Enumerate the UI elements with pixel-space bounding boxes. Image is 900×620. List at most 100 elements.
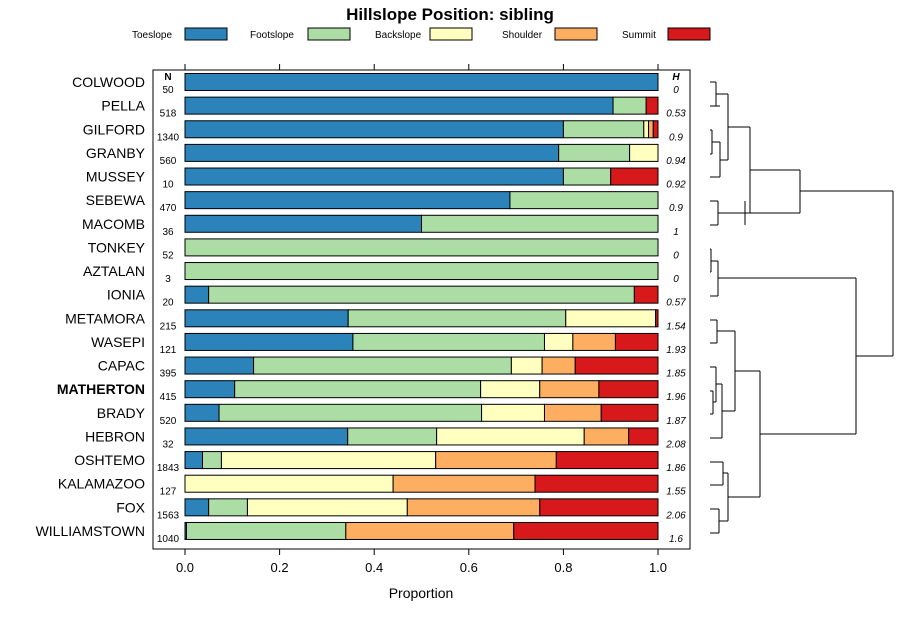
bar-segment-tonkey-footslope bbox=[184, 238, 659, 257]
bar-segment-williamstown-summit bbox=[513, 521, 659, 540]
row-label-granby: GRANBY bbox=[86, 145, 146, 161]
bar-segment-kalamazoo-summit bbox=[534, 474, 659, 493]
bar-segment-matherton-backslope bbox=[480, 380, 541, 399]
row-label-oshtemo: OSHTEMO bbox=[74, 452, 145, 468]
legend-swatch-footslope bbox=[307, 27, 351, 41]
n-value-ionia: 20 bbox=[162, 298, 174, 309]
h-value-sebewa: 0.9 bbox=[669, 203, 683, 214]
bar-segment-ionia-footslope bbox=[208, 285, 635, 304]
bar-segment-gilford-shoulder bbox=[648, 120, 654, 139]
row-label-ionia: IONIA bbox=[107, 287, 146, 303]
n-value-oshtemo: 1843 bbox=[157, 463, 180, 474]
row-label-hebron: HEBRON bbox=[85, 428, 145, 444]
bar-segment-sebewa-footslope bbox=[509, 191, 659, 210]
bar-segment-metamora-footslope bbox=[347, 309, 567, 328]
bar-segment-mussey-toeslope bbox=[184, 167, 564, 186]
legend-label-toeslope: Toeslope bbox=[132, 30, 172, 41]
bar-segment-fox-summit bbox=[539, 498, 659, 517]
legend: Toeslope Footslope Backslope Shoulder Summit bbox=[132, 27, 711, 41]
bar-segment-hebron-summit bbox=[628, 427, 659, 446]
bar-segment-pella-footslope bbox=[612, 96, 647, 115]
h-value-metamora: 1.54 bbox=[666, 321, 686, 332]
legend-label-backslope: Backslope bbox=[375, 30, 422, 41]
legend-swatch-summit bbox=[667, 27, 711, 41]
bar-segment-fox-toeslope bbox=[184, 498, 210, 517]
legend-swatch-toeslope bbox=[184, 27, 228, 41]
bar-segment-macomb-footslope bbox=[421, 214, 659, 233]
x-tick-label-0-8: 0.8 bbox=[554, 560, 572, 575]
row-label-fox: FOX bbox=[116, 499, 145, 515]
legend-label-footslope: Footslope bbox=[250, 30, 294, 41]
n-header: N bbox=[164, 72, 171, 83]
n-value-macomb: 36 bbox=[162, 227, 174, 238]
h-value-williamstown: 1.6 bbox=[669, 534, 683, 545]
bar-segment-granby-toeslope bbox=[184, 143, 560, 162]
x-tick-label-0-6: 0.6 bbox=[460, 560, 478, 575]
bar-segment-metamora-summit bbox=[655, 309, 659, 328]
h-value-matherton: 1.96 bbox=[666, 392, 686, 403]
h-value-wasepi: 1.93 bbox=[666, 345, 686, 356]
bar-segment-matherton-toeslope bbox=[184, 380, 236, 399]
row-label-colwood: COLWOOD bbox=[72, 74, 145, 90]
bar-segment-oshtemo-backslope bbox=[220, 451, 437, 470]
bar-segment-wasepi-summit bbox=[614, 332, 659, 351]
bar-segment-granby-footslope bbox=[558, 143, 631, 162]
bar-rows bbox=[184, 73, 659, 540]
n-value-gilford: 1340 bbox=[157, 132, 180, 143]
row-label-kalamazoo: KALAMAZOO bbox=[58, 476, 145, 492]
bar-segment-kalamazoo-backslope bbox=[184, 474, 394, 493]
n-value-metamora: 215 bbox=[160, 321, 177, 332]
h-value-brady: 1.87 bbox=[666, 416, 686, 427]
legend-swatch-backslope bbox=[429, 27, 473, 41]
h-value-pella: 0.53 bbox=[666, 109, 686, 120]
bar-segment-wasepi-footslope bbox=[352, 332, 545, 351]
bar-segment-ionia-toeslope bbox=[184, 285, 210, 304]
bar-segment-brady-backslope bbox=[481, 403, 545, 422]
bar-segment-hebron-toeslope bbox=[184, 427, 349, 446]
bar-segment-capac-summit bbox=[574, 356, 659, 375]
h-header: H bbox=[672, 72, 680, 83]
bar-segment-macomb-toeslope bbox=[184, 214, 422, 233]
row-label-pella: PELLA bbox=[101, 98, 145, 114]
bar-segment-aztalan-footslope bbox=[184, 262, 659, 281]
x-tick-label-0-4: 0.4 bbox=[365, 560, 383, 575]
bar-segment-pella-summit bbox=[645, 96, 659, 115]
h-value-oshtemo: 1.86 bbox=[666, 463, 686, 474]
n-value-fox: 1563 bbox=[157, 510, 180, 521]
row-label-matherton: MATHERTON bbox=[57, 381, 145, 397]
plot-frame bbox=[152, 69, 691, 550]
n-value-colwood: 50 bbox=[162, 85, 174, 96]
h-value-kalamazoo: 1.55 bbox=[666, 487, 686, 498]
bar-segment-capac-shoulder bbox=[541, 356, 576, 375]
h-value-mussey: 0.92 bbox=[666, 180, 686, 191]
h-value-fox: 2.06 bbox=[665, 510, 686, 521]
bar-segment-hebron-shoulder bbox=[583, 427, 630, 446]
n-value-granby: 560 bbox=[160, 156, 177, 167]
bar-segment-gilford-toeslope bbox=[184, 120, 564, 139]
x-axis: 0.0 0.2 0.4 0.6 0.8 1.0 bbox=[176, 64, 667, 575]
n-value-hebron: 32 bbox=[162, 439, 174, 450]
x-tick-label-0-2: 0.2 bbox=[271, 560, 289, 575]
bar-segment-mussey-summit bbox=[610, 167, 659, 186]
row-label-sebewa: SEBEWA bbox=[86, 192, 146, 208]
h-value-ionia: 0.57 bbox=[666, 298, 686, 309]
bar-segment-matherton-shoulder bbox=[539, 380, 600, 399]
n-value-brady: 520 bbox=[160, 416, 177, 427]
legend-swatch-shoulder bbox=[554, 27, 598, 41]
n-value-aztalan: 3 bbox=[165, 274, 171, 285]
bar-segment-granby-backslope bbox=[629, 143, 659, 162]
h-value-capac: 1.85 bbox=[666, 369, 686, 380]
n-value-mussey: 10 bbox=[162, 180, 174, 191]
bar-segment-wasepi-backslope bbox=[543, 332, 574, 351]
bar-segment-williamstown-shoulder bbox=[345, 521, 515, 540]
legend-label-summit: Summit bbox=[622, 30, 656, 41]
dendrogram bbox=[710, 81, 894, 534]
bar-segment-metamora-toeslope bbox=[184, 309, 349, 328]
bar-segment-colwood-toeslope bbox=[184, 73, 659, 91]
bar-segment-hebron-backslope bbox=[436, 427, 585, 446]
bar-segment-matherton-summit bbox=[598, 380, 659, 399]
row-label-brady: BRADY bbox=[97, 405, 146, 421]
bar-segment-fox-shoulder bbox=[406, 498, 541, 517]
x-tick-label-0-0: 0.0 bbox=[176, 560, 194, 575]
